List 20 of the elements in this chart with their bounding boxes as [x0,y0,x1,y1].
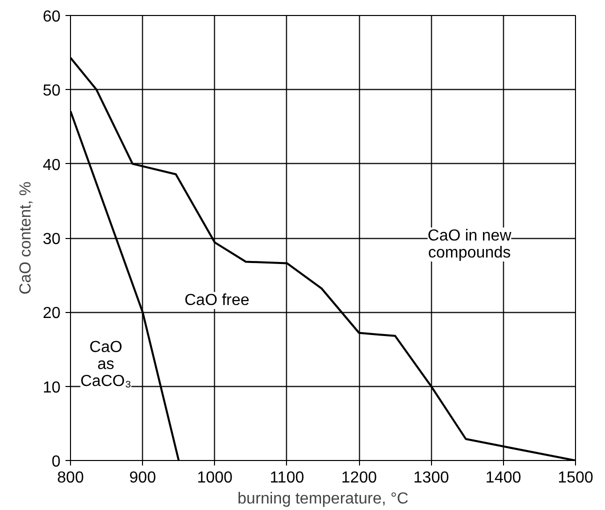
annotation: CaO as CaCO₃ [80,339,132,390]
y-tick-label: 20 [42,305,61,322]
y-tick-label: 50 [42,82,61,100]
x-tick-label: 1400 [486,470,522,486]
x-tick-label: 1000 [196,470,233,486]
y-tick-label: 10 [42,379,61,396]
x-tick-label: 1100 [270,470,304,486]
x-tick-label: 900 [129,470,156,486]
x-tick-label: 1500 [558,470,594,486]
y-tick-label: 0 [52,454,61,470]
annotation: CaO in new compounds [428,228,512,262]
annotation: CaO free [184,292,250,309]
y-axis-title: CaO content, % [18,182,35,294]
x-tick-label: 1300 [413,470,450,486]
y-tick-label: 60 [42,8,61,26]
x-tick-label: 1200 [341,470,377,486]
y-tick-label: 40 [42,156,61,174]
x-tick-label: 800 [57,470,84,486]
x-axis-title: burning temperature, °C [238,490,408,508]
y-tick-label: 30 [42,231,61,248]
